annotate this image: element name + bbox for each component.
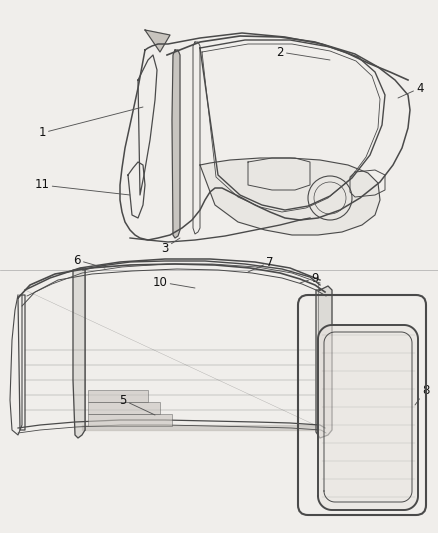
Polygon shape	[82, 425, 318, 430]
Polygon shape	[145, 30, 170, 52]
Text: 3: 3	[161, 238, 180, 254]
Bar	[88, 414, 172, 426]
Text: 11: 11	[35, 179, 130, 195]
Polygon shape	[200, 158, 380, 235]
Text: 4: 4	[398, 82, 424, 98]
Text: 10: 10	[152, 276, 195, 288]
Polygon shape	[73, 268, 85, 438]
Polygon shape	[172, 50, 180, 238]
Text: 8: 8	[415, 384, 430, 405]
Polygon shape	[316, 286, 332, 438]
Text: 9: 9	[300, 271, 319, 285]
Bar	[88, 402, 160, 414]
Text: 2: 2	[276, 45, 330, 60]
Polygon shape	[318, 325, 418, 510]
Text: 1: 1	[38, 107, 143, 140]
Text: 5: 5	[119, 393, 155, 415]
Text: 7: 7	[248, 255, 274, 272]
Bar	[88, 390, 148, 402]
Text: 6: 6	[73, 254, 105, 268]
